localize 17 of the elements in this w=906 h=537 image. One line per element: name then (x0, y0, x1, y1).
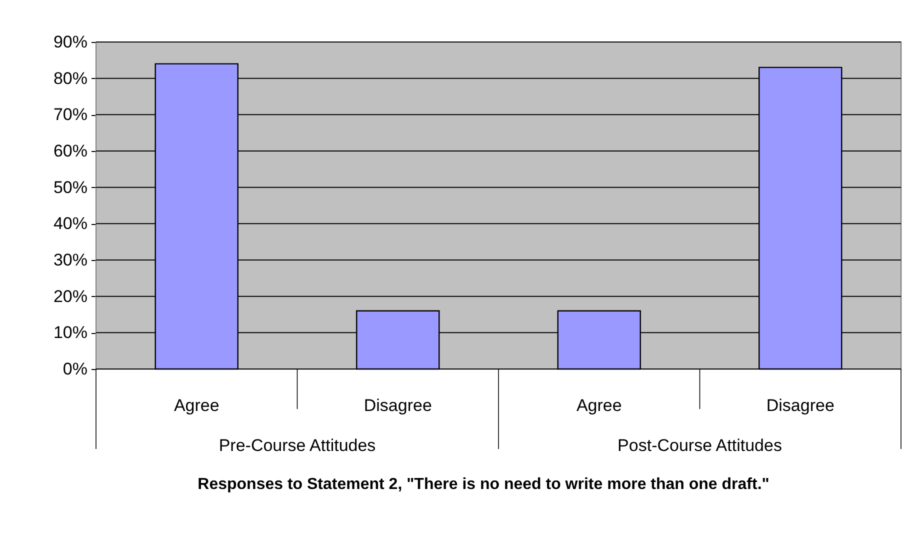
x-axis-title: Responses to Statement 2, "There is no need to write more than one draft." (198, 476, 770, 493)
y-tick-label: 0% (62, 360, 88, 378)
text: Pre-Course Attitudes (218, 436, 376, 455)
x-tick-label: Disagree (766, 396, 834, 415)
x-tick-label: Agree (576, 396, 622, 415)
y-tick-label: 60% (53, 142, 88, 160)
y-tick-label: 50% (53, 178, 88, 197)
x-tick-label: Disagree (364, 396, 432, 415)
y-tick-label: 30% (53, 250, 88, 270)
y-tick-label: 70% (53, 105, 88, 124)
text: Post-Course Attitudes (618, 436, 782, 455)
x-tick-label: Agree (174, 396, 220, 415)
y-tick-label: 90% (53, 32, 88, 52)
y-tick-label: 20% (53, 286, 88, 306)
y-tick-label: 40% (53, 214, 88, 234)
y-tick-label: 80% (53, 68, 88, 88)
y-tick-label: 10% (53, 323, 88, 342)
